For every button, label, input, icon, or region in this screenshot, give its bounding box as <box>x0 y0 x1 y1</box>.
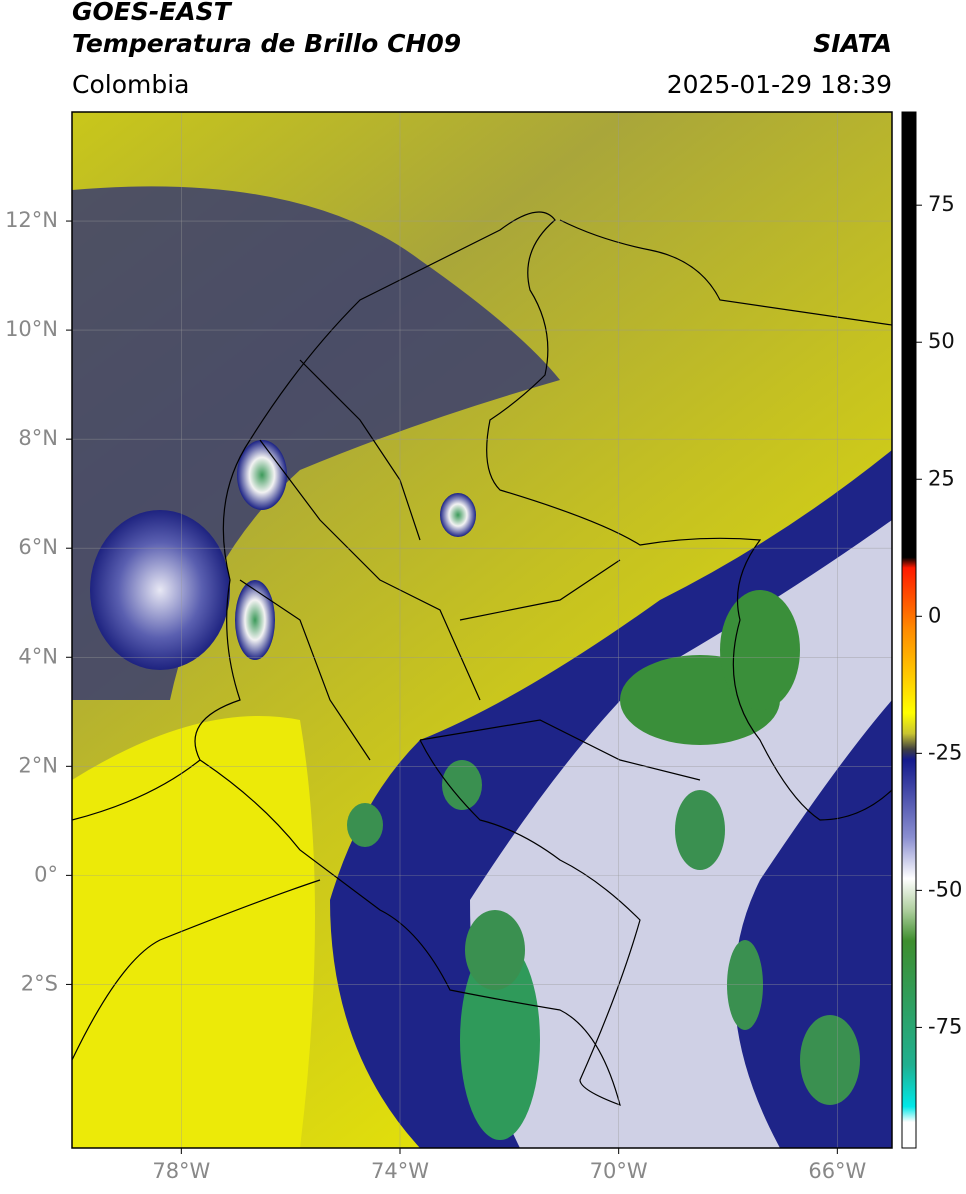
satellite-image <box>72 112 892 1148</box>
colorbar-tick-label: -75 <box>928 1014 962 1038</box>
y-tick-label: 6°N <box>18 535 58 559</box>
y-tick-label: 8°N <box>18 426 58 450</box>
source: SIATA <box>813 29 892 58</box>
datetime: 2025-01-29 18:39 <box>667 70 892 99</box>
colorbar-tick-label: 25 <box>928 466 955 490</box>
y-tick-label: 4°N <box>18 644 58 668</box>
x-tick-label: 74°W <box>371 1159 429 1183</box>
colorbar-tick-label: 0 <box>928 603 941 627</box>
colorbar <box>901 111 917 1149</box>
colorbar-tick-label: 75 <box>928 192 955 216</box>
colorbar-tick-label: -50 <box>928 877 962 901</box>
colorbar-tick-label: -25 <box>928 740 962 764</box>
colorbar-tick-label: 50 <box>928 329 955 353</box>
x-tick-label: 78°W <box>152 1159 210 1183</box>
y-tick-label: 10°N <box>5 317 58 341</box>
grid <box>72 112 892 1148</box>
title: Temperatura de Brillo CH09 <box>72 29 461 58</box>
x-tick-label: 66°W <box>808 1159 866 1183</box>
y-tick-label: 12°N <box>5 208 58 232</box>
y-tick-label: 2°S <box>21 971 58 995</box>
x-tick-label: 70°W <box>590 1159 648 1183</box>
y-tick-label: 0° <box>34 862 58 886</box>
region: Colombia <box>72 70 189 99</box>
y-tick-label: 2°N <box>18 753 58 777</box>
map-frame <box>71 111 893 1149</box>
title: GOES-EAST <box>72 0 233 26</box>
